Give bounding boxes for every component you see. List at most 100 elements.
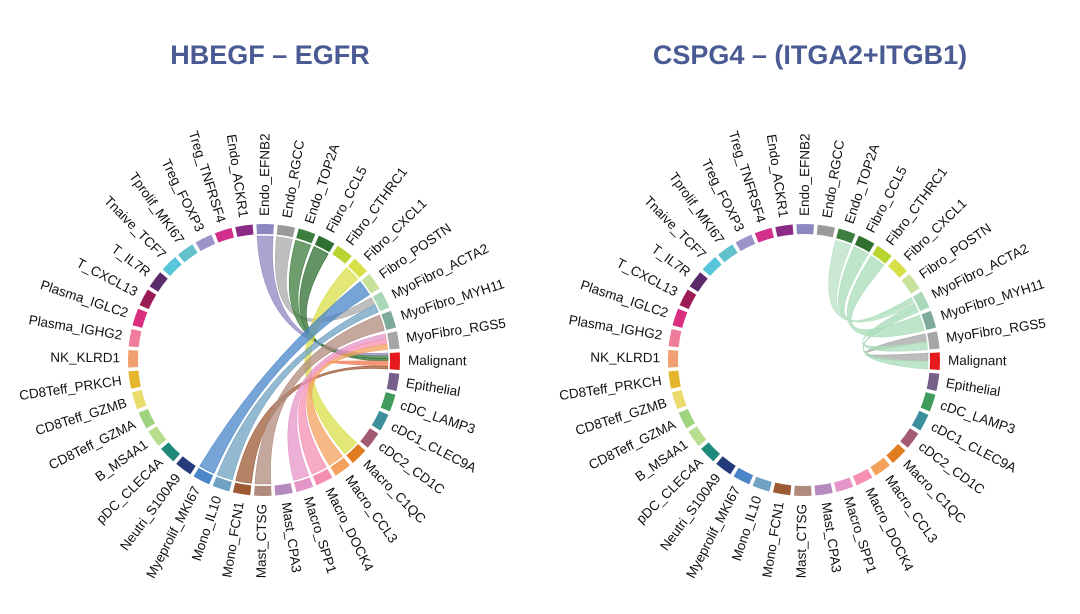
segment-Plasma_IGHG2 bbox=[128, 328, 142, 348]
segment-label: Endo_EFNB2 bbox=[257, 133, 273, 216]
chord-links bbox=[828, 239, 929, 370]
segment-label: Malignant bbox=[408, 353, 467, 369]
segment-MyoFibro_MYH11 bbox=[381, 310, 397, 330]
segment-Epithelial bbox=[386, 372, 400, 392]
segment-Treg_TNFRSF4 bbox=[754, 227, 774, 243]
segment-Fibro_CXCL1 bbox=[347, 258, 367, 278]
segment-cDC1_CLEC9A bbox=[371, 410, 389, 431]
segment-Mast_CTSG bbox=[254, 485, 272, 496]
segment-T_IL7R bbox=[689, 272, 708, 292]
segment-Epithelial bbox=[926, 372, 940, 392]
chord-labels: Endo_EFNB2 Endo_RGCCEndo_TOP2AFibro_CCL5F… bbox=[558, 129, 1047, 581]
segment-CD8Teff_GZMA bbox=[138, 408, 156, 429]
segment-MyoFibro_RGS5 bbox=[387, 331, 400, 350]
segment-Mono_FCN1 bbox=[232, 482, 252, 496]
segment-Macro_DOCK4 bbox=[852, 468, 873, 486]
chord-panel-hbegf-egfr: HBEGF – EGFR Endo_EFNB2 Endo_RGCC Endo_TOP… bbox=[18, 40, 507, 581]
chord-labels: Endo_EFNB2 Endo_RGCCEndo_TOP2AFibro_CCL5F… bbox=[18, 129, 507, 581]
segment-label: MyoFibro_RGS5 bbox=[945, 316, 1047, 346]
segment-label: Malignant bbox=[948, 353, 1007, 369]
segment-Treg_TNFRSF4 bbox=[214, 227, 234, 243]
segment-Mono_FCN1 bbox=[772, 482, 792, 496]
segment-label: Endo_EFNB2 bbox=[797, 133, 813, 216]
segment-Endo_EFNB2 bbox=[796, 223, 814, 235]
segment-CD8Teff_GZMB bbox=[671, 390, 687, 410]
segment-cDC1_CLEC9A bbox=[911, 410, 929, 431]
chord-link bbox=[299, 246, 389, 362]
segment-Mast_CPA3 bbox=[274, 483, 293, 496]
segment-label: Mast_CTSG bbox=[254, 504, 270, 578]
segment-label: CD8Teff_PRKCH bbox=[18, 373, 122, 403]
segment-CD8Teff_PRKCH bbox=[128, 370, 141, 389]
chord-link bbox=[846, 255, 925, 338]
segment-MyoFibro_ACTA2 bbox=[372, 291, 390, 312]
segment-T_CXCL13 bbox=[679, 289, 697, 310]
segment-cDC2_CD1C bbox=[900, 428, 919, 448]
segment-label: Endo_ACKR1 bbox=[764, 133, 791, 218]
chord-ring bbox=[668, 223, 940, 496]
chord-diagram: Endo_EFNB2 Endo_RGCCEndo_TOP2AFibro_CCL5F… bbox=[18, 129, 507, 581]
segment-Endo_ACKR1 bbox=[775, 224, 794, 237]
segment-pDC_CLEC4A bbox=[701, 442, 721, 462]
segment-label: CD8Teff_PRKCH bbox=[558, 373, 662, 403]
segment-Macro_CCL3 bbox=[330, 457, 350, 476]
segment-Fibro_POSTN bbox=[901, 274, 920, 294]
segment-Tprolif_MKI67 bbox=[178, 244, 198, 263]
segment-T_IL7R bbox=[149, 272, 168, 292]
chord-panel-cspg4-itga2-itgb1: CSPG4 – (ITGA2+ITGB1) Endo_EFNB2 Endo_RGC… bbox=[540, 0, 1080, 614]
segment-Fibro_CCL5 bbox=[314, 235, 335, 253]
segment-Endo_EFNB2 bbox=[256, 223, 274, 235]
segment-label: Mono_FCN1 bbox=[219, 501, 246, 579]
segment-Treg_FOXP3 bbox=[735, 234, 756, 252]
chord-links bbox=[199, 235, 389, 485]
segment-Fibro_CXCL1 bbox=[887, 258, 907, 278]
segment-label: Mast_CTSG bbox=[794, 504, 810, 578]
segment-cDC_LAMP3 bbox=[380, 392, 396, 412]
segment-Myeprolif_MKI67 bbox=[193, 467, 214, 485]
segment-label: Mono_FCN1 bbox=[759, 501, 786, 579]
segment-pDC_CLEC4A bbox=[161, 442, 181, 462]
segment-Plasma_IGLC2 bbox=[132, 308, 148, 328]
chord-ring bbox=[127, 223, 400, 496]
segment-T_CXCL13 bbox=[139, 289, 157, 310]
segment-label: Endo_RGCC bbox=[819, 139, 847, 219]
segment-Plasma_IGLC2 bbox=[672, 308, 688, 328]
segment-Mast_CTSG bbox=[794, 485, 812, 496]
segment-Mast_CPA3 bbox=[814, 483, 833, 496]
segment-Macro_DOCK4 bbox=[312, 468, 333, 486]
chord-link bbox=[275, 236, 376, 323]
segment-Mono_IL10 bbox=[212, 476, 232, 492]
segment-Treg_FOXP3 bbox=[195, 234, 216, 252]
segment-label: Epithelial bbox=[945, 375, 1002, 399]
segment-Macro_CCL3 bbox=[870, 457, 890, 476]
chord-link bbox=[199, 281, 370, 474]
segment-Neutri_S100A9 bbox=[716, 456, 736, 475]
segment-Macro_SPP1 bbox=[294, 477, 314, 493]
segment-Macro_C1QC bbox=[346, 443, 366, 463]
segment-NK_KLRD1 bbox=[668, 350, 679, 368]
segment-Macro_C1QC bbox=[886, 443, 906, 463]
segment-Endo_TOP2A bbox=[296, 228, 316, 244]
segment-Fibro_CCL5 bbox=[854, 235, 875, 253]
chord-link bbox=[254, 314, 385, 485]
chord-link bbox=[828, 239, 916, 323]
segment-MyoFibro_ACTA2 bbox=[912, 291, 930, 312]
segment-label: Mast_CPA3 bbox=[819, 501, 844, 573]
segment-Plasma_IGHG2 bbox=[668, 328, 682, 348]
segment-Fibro_CTHRC1 bbox=[332, 245, 352, 264]
segment-Malignant bbox=[929, 352, 940, 370]
segment-label: Endo_RGCC bbox=[279, 139, 307, 219]
segment-Tnaive_TCF7 bbox=[702, 257, 722, 277]
chord-link bbox=[304, 267, 359, 455]
segment-label: Endo_ACKR1 bbox=[224, 133, 251, 218]
segment-B_MS4A1 bbox=[688, 426, 707, 446]
segment-Endo_TOP2A bbox=[836, 228, 856, 244]
segment-Myeprolif_MKI67 bbox=[733, 467, 754, 485]
chord-link bbox=[216, 304, 379, 481]
segment-label: Plasma_IGHG2 bbox=[28, 312, 124, 342]
segment-Malignant bbox=[389, 352, 400, 370]
panel-title: HBEGF – EGFR bbox=[170, 40, 370, 70]
segment-label: NK_KLRD1 bbox=[590, 350, 660, 366]
segment-label: Epithelial bbox=[405, 375, 462, 399]
chord-link bbox=[306, 343, 388, 466]
